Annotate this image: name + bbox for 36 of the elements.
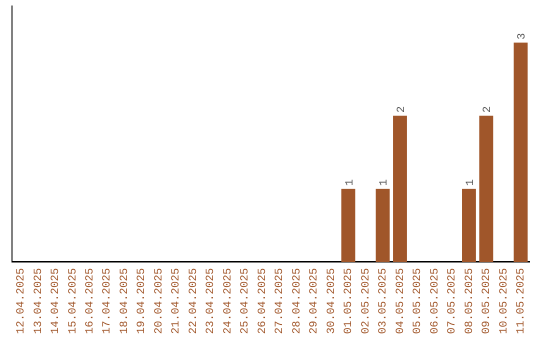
x-tick-label: 25.04.2025	[240, 268, 252, 334]
data-label: 2	[482, 106, 494, 113]
data-label: 2	[396, 106, 408, 113]
x-tick-label: 09.05.2025	[481, 268, 494, 334]
x-tick-label: 28.04.2025	[291, 268, 304, 334]
x-tick-label: 26.04.2025	[256, 268, 269, 334]
x-tick-label: 17.04.2025	[102, 268, 114, 334]
x-tick-label: 11.05.2025	[516, 268, 528, 334]
x-tick-label: 04.05.2025	[394, 268, 407, 334]
x-tick-label: 01.05.2025	[343, 268, 356, 334]
x-tick-label: 29.04.2025	[308, 268, 321, 334]
x-tick-label: 27.04.2025	[274, 268, 286, 334]
x-tick-label: 16.04.2025	[84, 268, 97, 334]
x-tick-label: 15.04.2025	[67, 268, 80, 334]
x-tick-label: 18.04.2025	[118, 268, 131, 334]
x-tick-label: 02.05.2025	[360, 268, 372, 334]
x-tick-label: 07.05.2025	[446, 268, 459, 334]
x-tick-label: 05.05.2025	[412, 268, 424, 334]
x-tick-label: 24.04.2025	[222, 268, 234, 334]
data-label: 1	[344, 178, 356, 186]
x-tick-label: 14.04.2025	[50, 268, 62, 334]
x-tick-label: 30.04.2025	[326, 268, 338, 334]
x-tick-label: 22.04.2025	[188, 268, 200, 334]
x-tick-label: 21.04.2025	[170, 268, 183, 334]
x-tick-label: 03.05.2025	[378, 268, 390, 334]
x-tick-label: 06.05.2025	[429, 268, 442, 334]
data-label: 3	[516, 32, 529, 40]
x-tick-label: 10.05.2025	[498, 268, 510, 334]
x-tick-label: 08.05.2025	[464, 268, 476, 334]
x-tick-label: 12.04.2025	[16, 268, 28, 334]
data-label: 1	[378, 178, 391, 186]
x-tick-label: 20.04.2025	[153, 268, 166, 334]
x-tick-label: 13.04.2025	[32, 268, 45, 334]
x-tick-label: 23.04.2025	[205, 268, 218, 334]
data-label: 1	[464, 178, 477, 186]
x-tick-label: 19.04.2025	[136, 268, 148, 334]
